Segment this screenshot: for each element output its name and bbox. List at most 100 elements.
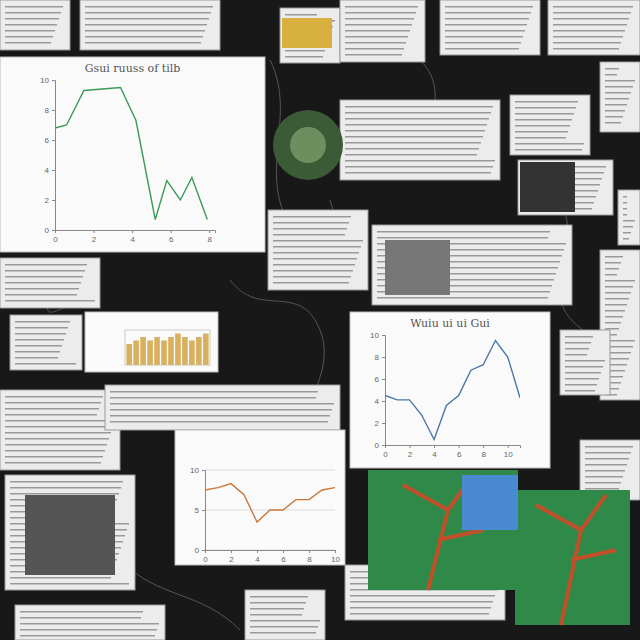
bar	[168, 337, 174, 365]
text-line	[445, 18, 529, 20]
text-line	[585, 446, 633, 448]
chart-background	[85, 312, 218, 372]
document-panel	[372, 225, 572, 305]
text-line	[345, 160, 495, 162]
tick: 2	[408, 445, 413, 459]
chart-background	[350, 312, 550, 468]
text-line	[250, 626, 318, 628]
tick-label: 8	[481, 450, 486, 459]
text-line	[605, 86, 633, 88]
text-line	[605, 274, 617, 276]
text-line	[585, 482, 621, 484]
text-line	[623, 196, 627, 198]
tick-label: 8	[307, 555, 312, 564]
bar	[182, 337, 188, 365]
text-line	[110, 397, 316, 399]
chart-panel: 024680246810Gsui ruuss of tilb	[0, 57, 265, 252]
tick: 6	[281, 550, 286, 564]
panel-box	[518, 160, 613, 215]
text-line	[345, 24, 412, 26]
text-line	[5, 438, 109, 440]
document-panel	[80, 0, 220, 50]
text-line	[605, 280, 635, 282]
data-line	[385, 341, 520, 440]
text-line	[605, 92, 631, 94]
text-line	[565, 336, 593, 338]
text-line	[605, 268, 619, 270]
text-line	[15, 321, 70, 323]
tick-label: 6	[169, 235, 174, 244]
panel-box	[548, 0, 640, 55]
tick-label: 10	[370, 331, 379, 340]
tick: 6	[375, 375, 385, 384]
panel-box	[600, 62, 640, 132]
text-line	[623, 214, 627, 216]
text-line	[20, 629, 157, 631]
text-line	[5, 288, 79, 290]
text-line	[605, 262, 621, 264]
tick-label: 4	[432, 450, 437, 459]
text-line	[5, 450, 105, 452]
text-line	[565, 342, 591, 344]
text-line	[273, 234, 345, 236]
text-line	[565, 366, 603, 368]
text-line	[605, 292, 631, 294]
tick: 2	[375, 419, 385, 428]
text-line	[5, 444, 107, 446]
text-line	[5, 396, 103, 398]
text-line	[20, 623, 159, 625]
text-line	[5, 426, 113, 428]
tick-mark	[52, 230, 55, 231]
tick: 10	[40, 76, 55, 85]
bar	[196, 337, 202, 365]
text-line	[345, 48, 404, 50]
chart-panel: 02468100510	[175, 430, 345, 565]
text-line	[5, 294, 77, 296]
text-line	[377, 297, 548, 299]
bar	[161, 341, 167, 366]
tick-label: 4	[45, 166, 50, 175]
branch	[561, 495, 606, 625]
bar	[133, 341, 139, 366]
panel-box	[80, 0, 220, 50]
text-line	[445, 36, 523, 38]
tick-label: 8	[45, 106, 50, 115]
text-line	[15, 363, 76, 365]
tick-mark	[459, 445, 460, 448]
document-panel	[0, 0, 70, 50]
text-line	[377, 237, 548, 239]
tick: 0	[375, 441, 385, 450]
chart-background	[0, 57, 265, 252]
text-line	[623, 208, 627, 210]
text-line	[20, 611, 143, 613]
tick-label: 10	[504, 450, 513, 459]
bar	[140, 337, 146, 365]
tick: 10	[331, 550, 340, 564]
text-line	[285, 14, 317, 16]
branch	[536, 505, 581, 530]
text-line	[345, 42, 406, 44]
marks	[385, 341, 520, 440]
plot: 02468100510	[190, 466, 340, 564]
text-line	[553, 6, 633, 8]
panel-box	[372, 225, 572, 305]
text-line	[515, 101, 578, 103]
text-line	[10, 583, 129, 585]
tick-mark	[335, 550, 336, 553]
panel-box	[105, 385, 340, 430]
plot: 02468100246810	[370, 331, 520, 459]
text-line	[110, 409, 332, 411]
tick: 6	[169, 230, 174, 244]
tick-label: 6	[281, 555, 286, 564]
text-line	[273, 282, 349, 284]
tick-mark	[483, 445, 484, 448]
text-line	[585, 488, 619, 490]
bar	[203, 334, 209, 366]
text-line	[345, 118, 489, 120]
tick-mark	[382, 423, 385, 424]
text-line	[553, 12, 631, 14]
axis-line	[382, 336, 386, 446]
text-line	[110, 415, 330, 417]
text-line	[5, 462, 101, 464]
text-line	[605, 122, 621, 124]
